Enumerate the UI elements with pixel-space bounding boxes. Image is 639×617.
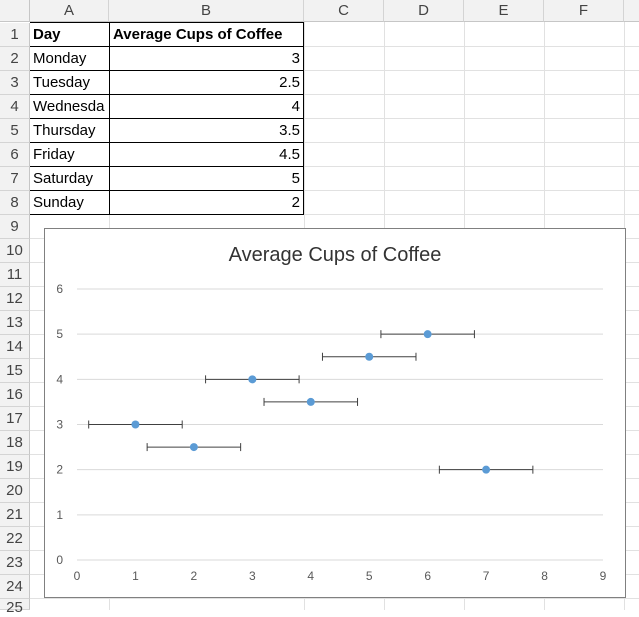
table-border — [30, 190, 304, 191]
table-border — [30, 22, 304, 23]
cell-b5[interactable]: 3.5 — [279, 122, 300, 139]
y-tick-label: 2 — [56, 463, 63, 477]
column-header-e[interactable]: E — [464, 0, 544, 22]
cell-a1[interactable]: Day — [33, 26, 61, 43]
row-header-7[interactable]: 7 — [0, 167, 30, 191]
x-tick-label: 6 — [424, 569, 431, 583]
row-header-12[interactable]: 12 — [0, 287, 30, 311]
cell-a7[interactable]: Saturday — [33, 170, 94, 187]
cell-b8[interactable]: 2 — [291, 194, 300, 211]
gridline — [30, 166, 639, 167]
cell-b3[interactable]: 2.5 — [279, 74, 300, 91]
row-header-5[interactable]: 5 — [0, 119, 30, 143]
cell-b6[interactable]: 4.5 — [279, 146, 300, 163]
gridline — [30, 94, 639, 95]
y-tick-label: 6 — [56, 282, 63, 296]
data-point — [306, 397, 315, 406]
chart-canvas: Average Cups of Coffee 0 1 2 3 4 5 6 0 1 2 3 4 5 6 7 8 9 — [56, 244, 607, 583]
row-header-16[interactable]: 16 — [0, 383, 30, 407]
x-tick-label: 4 — [307, 569, 314, 583]
table-border — [30, 118, 304, 119]
x-tick-label: 9 — [600, 569, 607, 583]
data-point — [365, 352, 374, 361]
table-border — [30, 142, 304, 143]
cell-a5[interactable]: Thursday — [33, 122, 96, 139]
row-header-11[interactable]: 11 — [0, 263, 30, 287]
cell-a2[interactable]: Monday — [33, 50, 87, 67]
column-header-f[interactable]: F — [544, 0, 624, 22]
x-tick-label: 5 — [366, 569, 373, 583]
table-border — [109, 22, 110, 215]
y-tick-label: 3 — [56, 418, 63, 432]
x-tick-label: 7 — [483, 569, 490, 583]
select-all-corner[interactable] — [0, 0, 30, 22]
gridline — [30, 142, 639, 143]
x-tick-label: 2 — [191, 569, 198, 583]
data-point — [131, 420, 140, 429]
chart-title: Average Cups of Coffee — [229, 244, 442, 266]
row-header-4[interactable]: 4 — [0, 95, 30, 119]
y-tick-label: 5 — [56, 327, 63, 341]
row-header-14[interactable]: 14 — [0, 335, 30, 359]
cell-a6[interactable]: Friday — [33, 146, 75, 163]
row-header-3[interactable]: 3 — [0, 71, 30, 95]
data-point — [189, 443, 198, 452]
row-header-6[interactable]: 6 — [0, 143, 30, 167]
row-header-10[interactable]: 10 — [0, 239, 30, 263]
row-header-23[interactable]: 23 — [0, 551, 30, 575]
table-border — [30, 46, 304, 47]
cell-b2[interactable]: 3 — [291, 50, 300, 67]
row-header-20[interactable]: 20 — [0, 479, 30, 503]
row-header-9[interactable]: 9 — [0, 215, 30, 239]
scatter-chart[interactable]: Average Cups of Coffee 0 1 2 3 4 5 6 0 1 2 3 4 5 6 7 8 9 — [44, 228, 626, 598]
column-header-g[interactable] — [624, 0, 639, 22]
x-tick-label: 3 — [249, 569, 256, 583]
table-border — [303, 22, 304, 215]
cell-b1[interactable]: Average Cups of Coffee — [113, 26, 283, 43]
y-tick-label: 4 — [56, 372, 63, 386]
gridline — [30, 598, 639, 599]
cell-a4[interactable]: Wednesda — [33, 98, 105, 115]
gridline — [30, 214, 639, 215]
row-header-18[interactable]: 18 — [0, 431, 30, 455]
column-header-d[interactable]: D — [384, 0, 464, 22]
y-tick-label: 1 — [56, 508, 63, 522]
row-header-13[interactable]: 13 — [0, 311, 30, 335]
row-header-1[interactable]: 1 — [0, 23, 30, 47]
cell-b7[interactable]: 5 — [291, 170, 300, 187]
cell-a8[interactable]: Sunday — [33, 194, 84, 211]
row-header-2[interactable]: 2 — [0, 47, 30, 71]
row-header-22[interactable]: 22 — [0, 527, 30, 551]
row-header-19[interactable]: 19 — [0, 455, 30, 479]
column-header-a[interactable]: A — [30, 0, 109, 22]
x-tick-label: 0 — [74, 569, 81, 583]
row-header-8[interactable]: 8 — [0, 191, 30, 215]
table-border — [30, 214, 304, 215]
cell-a3[interactable]: Tuesday — [33, 74, 90, 91]
gridline — [30, 46, 639, 47]
row-header-15[interactable]: 15 — [0, 359, 30, 383]
gridline — [30, 190, 639, 191]
column-header-b[interactable]: B — [109, 0, 304, 22]
table-border — [30, 94, 304, 95]
row-header-21[interactable]: 21 — [0, 503, 30, 527]
x-tick-label: 1 — [132, 569, 139, 583]
table-border — [30, 166, 304, 167]
data-point — [482, 465, 491, 474]
row-header-17[interactable]: 17 — [0, 407, 30, 431]
table-border — [30, 70, 304, 71]
data-point — [423, 330, 432, 339]
cell-b4[interactable]: 4 — [291, 98, 300, 115]
x-tick-label: 8 — [541, 569, 548, 583]
data-point — [248, 375, 257, 384]
gridline — [30, 118, 639, 119]
row-header-25[interactable]: 25 — [0, 599, 30, 616]
gridline — [30, 70, 639, 71]
y-tick-label: 0 — [56, 553, 63, 567]
column-header-c[interactable]: C — [304, 0, 384, 22]
row-header-24[interactable]: 24 — [0, 575, 30, 599]
